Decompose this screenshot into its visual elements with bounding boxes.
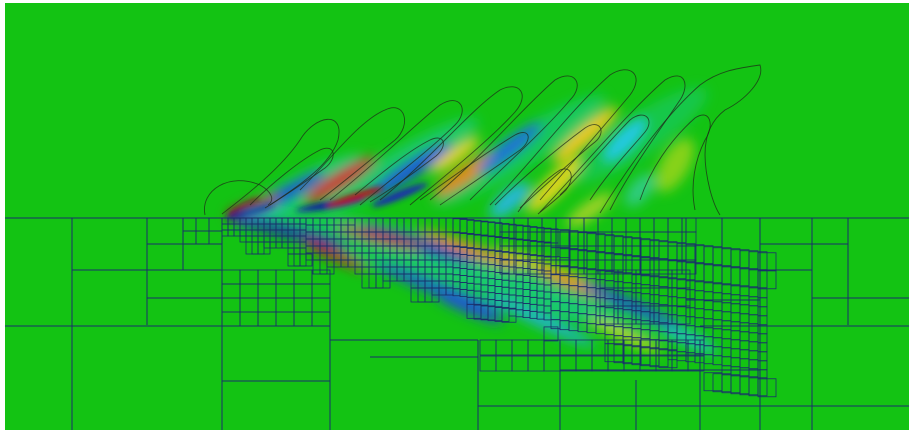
wave-red <box>302 240 368 270</box>
wave-yellow <box>588 317 662 353</box>
field-background <box>5 3 909 430</box>
contour-line <box>539 75 686 213</box>
wave-blue <box>367 141 453 199</box>
mesh-cell <box>671 305 691 325</box>
contour-line <box>599 64 762 216</box>
wave-blue <box>437 296 503 324</box>
contour-line <box>489 69 637 206</box>
wave-orange <box>418 230 522 270</box>
mesh-cell <box>757 378 777 398</box>
wave-blue <box>375 263 505 317</box>
mesh-cell <box>687 355 705 372</box>
contour-line <box>517 168 572 215</box>
contour-line <box>299 107 405 201</box>
wave-blue <box>362 225 478 265</box>
contour-line <box>329 100 463 206</box>
contour-line <box>419 132 529 206</box>
contour-line <box>379 86 523 206</box>
contour-line <box>429 75 578 201</box>
wave-halo <box>321 117 479 213</box>
mesh-cell <box>208 230 223 245</box>
contour-line <box>494 124 602 209</box>
wave-cyan <box>485 294 595 346</box>
wave-yellow <box>430 136 480 174</box>
contour-line <box>204 180 273 216</box>
mesh-cell <box>311 311 331 327</box>
wave-core-blue <box>372 183 428 207</box>
wave-blue <box>478 122 542 174</box>
wave-yellow <box>566 192 614 228</box>
contour-line <box>249 147 334 209</box>
contour-lines <box>204 64 762 216</box>
wave-orange <box>433 151 497 199</box>
wave-yellow <box>552 107 618 163</box>
mesh-cell <box>687 339 705 356</box>
wave-cyan <box>489 182 531 218</box>
contour-line <box>639 114 711 211</box>
wave-cyan <box>602 117 648 163</box>
wave-yellow <box>655 138 695 192</box>
contour-line <box>221 118 340 215</box>
contour-line <box>354 137 444 203</box>
wave-red <box>304 156 376 204</box>
wave-core-red <box>326 186 384 208</box>
mesh-cell <box>681 259 697 275</box>
refined-mesh <box>182 217 777 398</box>
contour-line <box>559 114 650 201</box>
